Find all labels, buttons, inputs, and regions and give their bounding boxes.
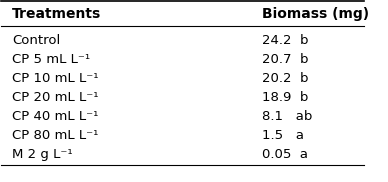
Text: CP 5 mL L⁻¹: CP 5 mL L⁻¹ [12,53,90,66]
Text: Control: Control [12,34,61,47]
Text: Biomass (mg): Biomass (mg) [262,7,369,21]
Text: CP 80 mL L⁻¹: CP 80 mL L⁻¹ [12,129,99,142]
Text: 18.9  b: 18.9 b [262,91,308,104]
Text: CP 10 mL L⁻¹: CP 10 mL L⁻¹ [12,72,99,85]
Text: 24.2  b: 24.2 b [262,34,309,47]
Text: 20.7  b: 20.7 b [262,53,309,66]
Text: CP 40 mL L⁻¹: CP 40 mL L⁻¹ [12,110,99,123]
Text: 20.2  b: 20.2 b [262,72,309,85]
Text: Treatments: Treatments [12,7,102,21]
Text: M 2 g L⁻¹: M 2 g L⁻¹ [12,148,73,161]
Text: 0.05  a: 0.05 a [262,148,308,161]
Text: 1.5   a: 1.5 a [262,129,304,142]
Text: CP 20 mL L⁻¹: CP 20 mL L⁻¹ [12,91,99,104]
Text: 8.1   ab: 8.1 ab [262,110,313,123]
